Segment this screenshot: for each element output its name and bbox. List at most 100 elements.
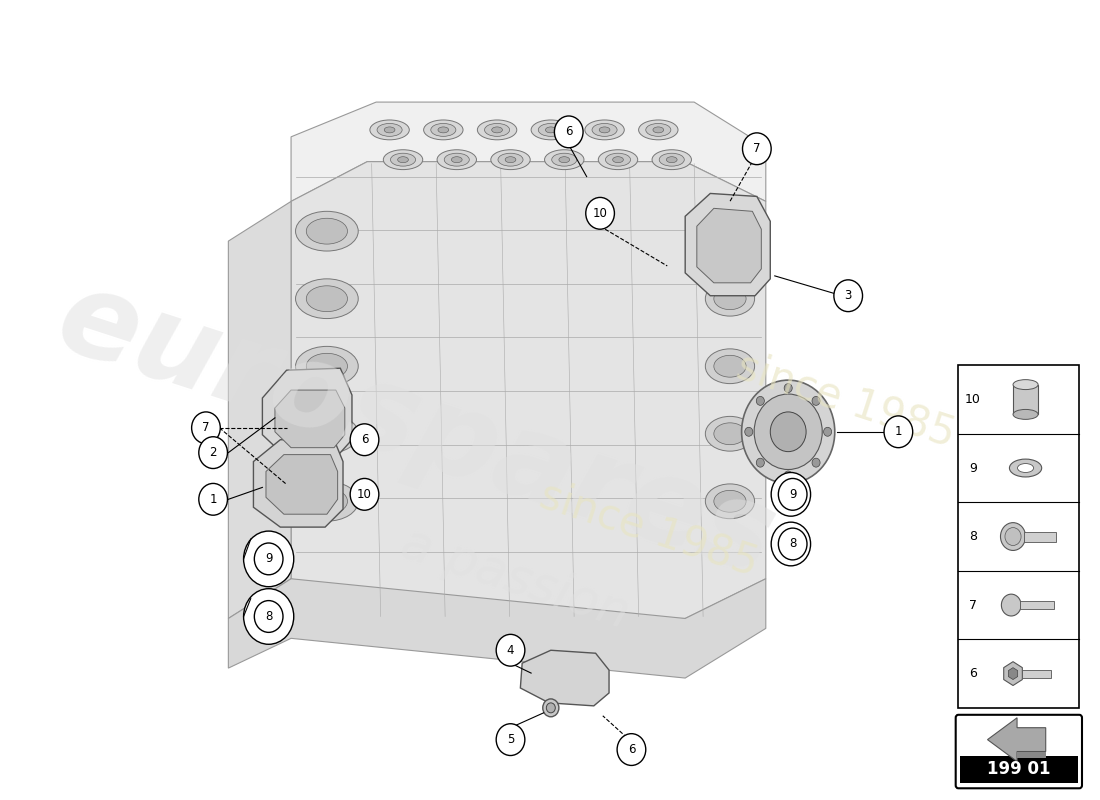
Ellipse shape [552,154,576,166]
Text: since 1985: since 1985 [732,345,961,455]
Circle shape [824,427,832,436]
Ellipse shape [667,157,678,162]
Circle shape [834,280,862,312]
Ellipse shape [714,490,746,512]
Text: 9: 9 [789,488,796,501]
Text: 7: 7 [754,142,760,155]
Ellipse shape [477,120,517,140]
Circle shape [199,483,228,515]
Polygon shape [229,578,766,678]
Ellipse shape [296,482,359,521]
Ellipse shape [705,349,755,384]
Ellipse shape [437,150,476,170]
Ellipse shape [431,123,455,136]
Ellipse shape [306,421,348,446]
Ellipse shape [585,120,625,140]
Circle shape [586,198,615,229]
Ellipse shape [451,157,462,162]
Circle shape [745,427,752,436]
Ellipse shape [438,127,449,133]
Circle shape [350,424,378,456]
Ellipse shape [1010,459,1042,477]
Circle shape [757,458,764,467]
Ellipse shape [559,157,570,162]
Ellipse shape [547,703,556,713]
Ellipse shape [377,123,403,136]
Circle shape [757,397,764,406]
Text: 199 01: 199 01 [987,761,1050,778]
Bar [1013,385,1038,414]
Ellipse shape [653,127,663,133]
Bar [1024,531,1056,542]
Circle shape [812,458,821,467]
Ellipse shape [546,127,557,133]
Ellipse shape [531,120,571,140]
Circle shape [771,473,811,516]
Text: 9: 9 [265,552,273,566]
Ellipse shape [296,414,359,454]
Text: 3: 3 [845,290,851,302]
Bar [1020,601,1054,609]
Ellipse shape [598,150,638,170]
Text: 1: 1 [894,426,902,438]
Ellipse shape [306,218,348,244]
Text: 8: 8 [969,530,977,543]
Circle shape [812,397,821,406]
Ellipse shape [306,354,348,379]
Ellipse shape [444,154,470,166]
Ellipse shape [505,157,516,162]
Text: 10: 10 [358,488,372,501]
Polygon shape [292,102,766,202]
Ellipse shape [705,214,755,249]
Bar [960,755,1078,783]
Circle shape [1001,522,1025,550]
Circle shape [771,522,811,566]
Circle shape [779,528,807,560]
Ellipse shape [705,416,755,451]
Circle shape [784,471,792,480]
Polygon shape [292,162,766,618]
Ellipse shape [306,286,348,312]
Circle shape [770,412,806,452]
Ellipse shape [390,154,416,166]
Circle shape [199,437,228,469]
Ellipse shape [544,150,584,170]
Text: 10: 10 [593,207,607,220]
Text: 9: 9 [969,462,977,474]
Ellipse shape [592,123,617,136]
Polygon shape [520,650,609,706]
Circle shape [254,543,283,574]
Circle shape [617,734,646,766]
Ellipse shape [296,279,359,318]
Polygon shape [696,208,761,283]
Ellipse shape [652,150,692,170]
Ellipse shape [600,127,609,133]
Ellipse shape [646,123,671,136]
Polygon shape [266,454,338,514]
Text: 5: 5 [507,733,514,746]
Ellipse shape [306,488,348,514]
Ellipse shape [370,120,409,140]
Text: eurospares: eurospares [44,260,789,600]
Ellipse shape [538,123,563,136]
Ellipse shape [714,288,746,310]
Ellipse shape [484,123,509,136]
Circle shape [496,724,525,755]
Circle shape [741,380,835,483]
Ellipse shape [714,220,746,242]
Ellipse shape [605,154,630,166]
Circle shape [191,412,220,444]
Text: 6: 6 [361,434,368,446]
Text: 7: 7 [202,422,210,434]
Circle shape [755,394,822,470]
Text: 6: 6 [628,743,635,756]
Text: since 1985: since 1985 [535,474,764,584]
Circle shape [779,478,807,510]
Polygon shape [275,390,344,448]
Circle shape [254,601,283,632]
Circle shape [350,478,378,510]
Ellipse shape [714,355,746,377]
Ellipse shape [424,120,463,140]
Text: 10: 10 [965,393,981,406]
Text: a passion: a passion [395,519,635,638]
